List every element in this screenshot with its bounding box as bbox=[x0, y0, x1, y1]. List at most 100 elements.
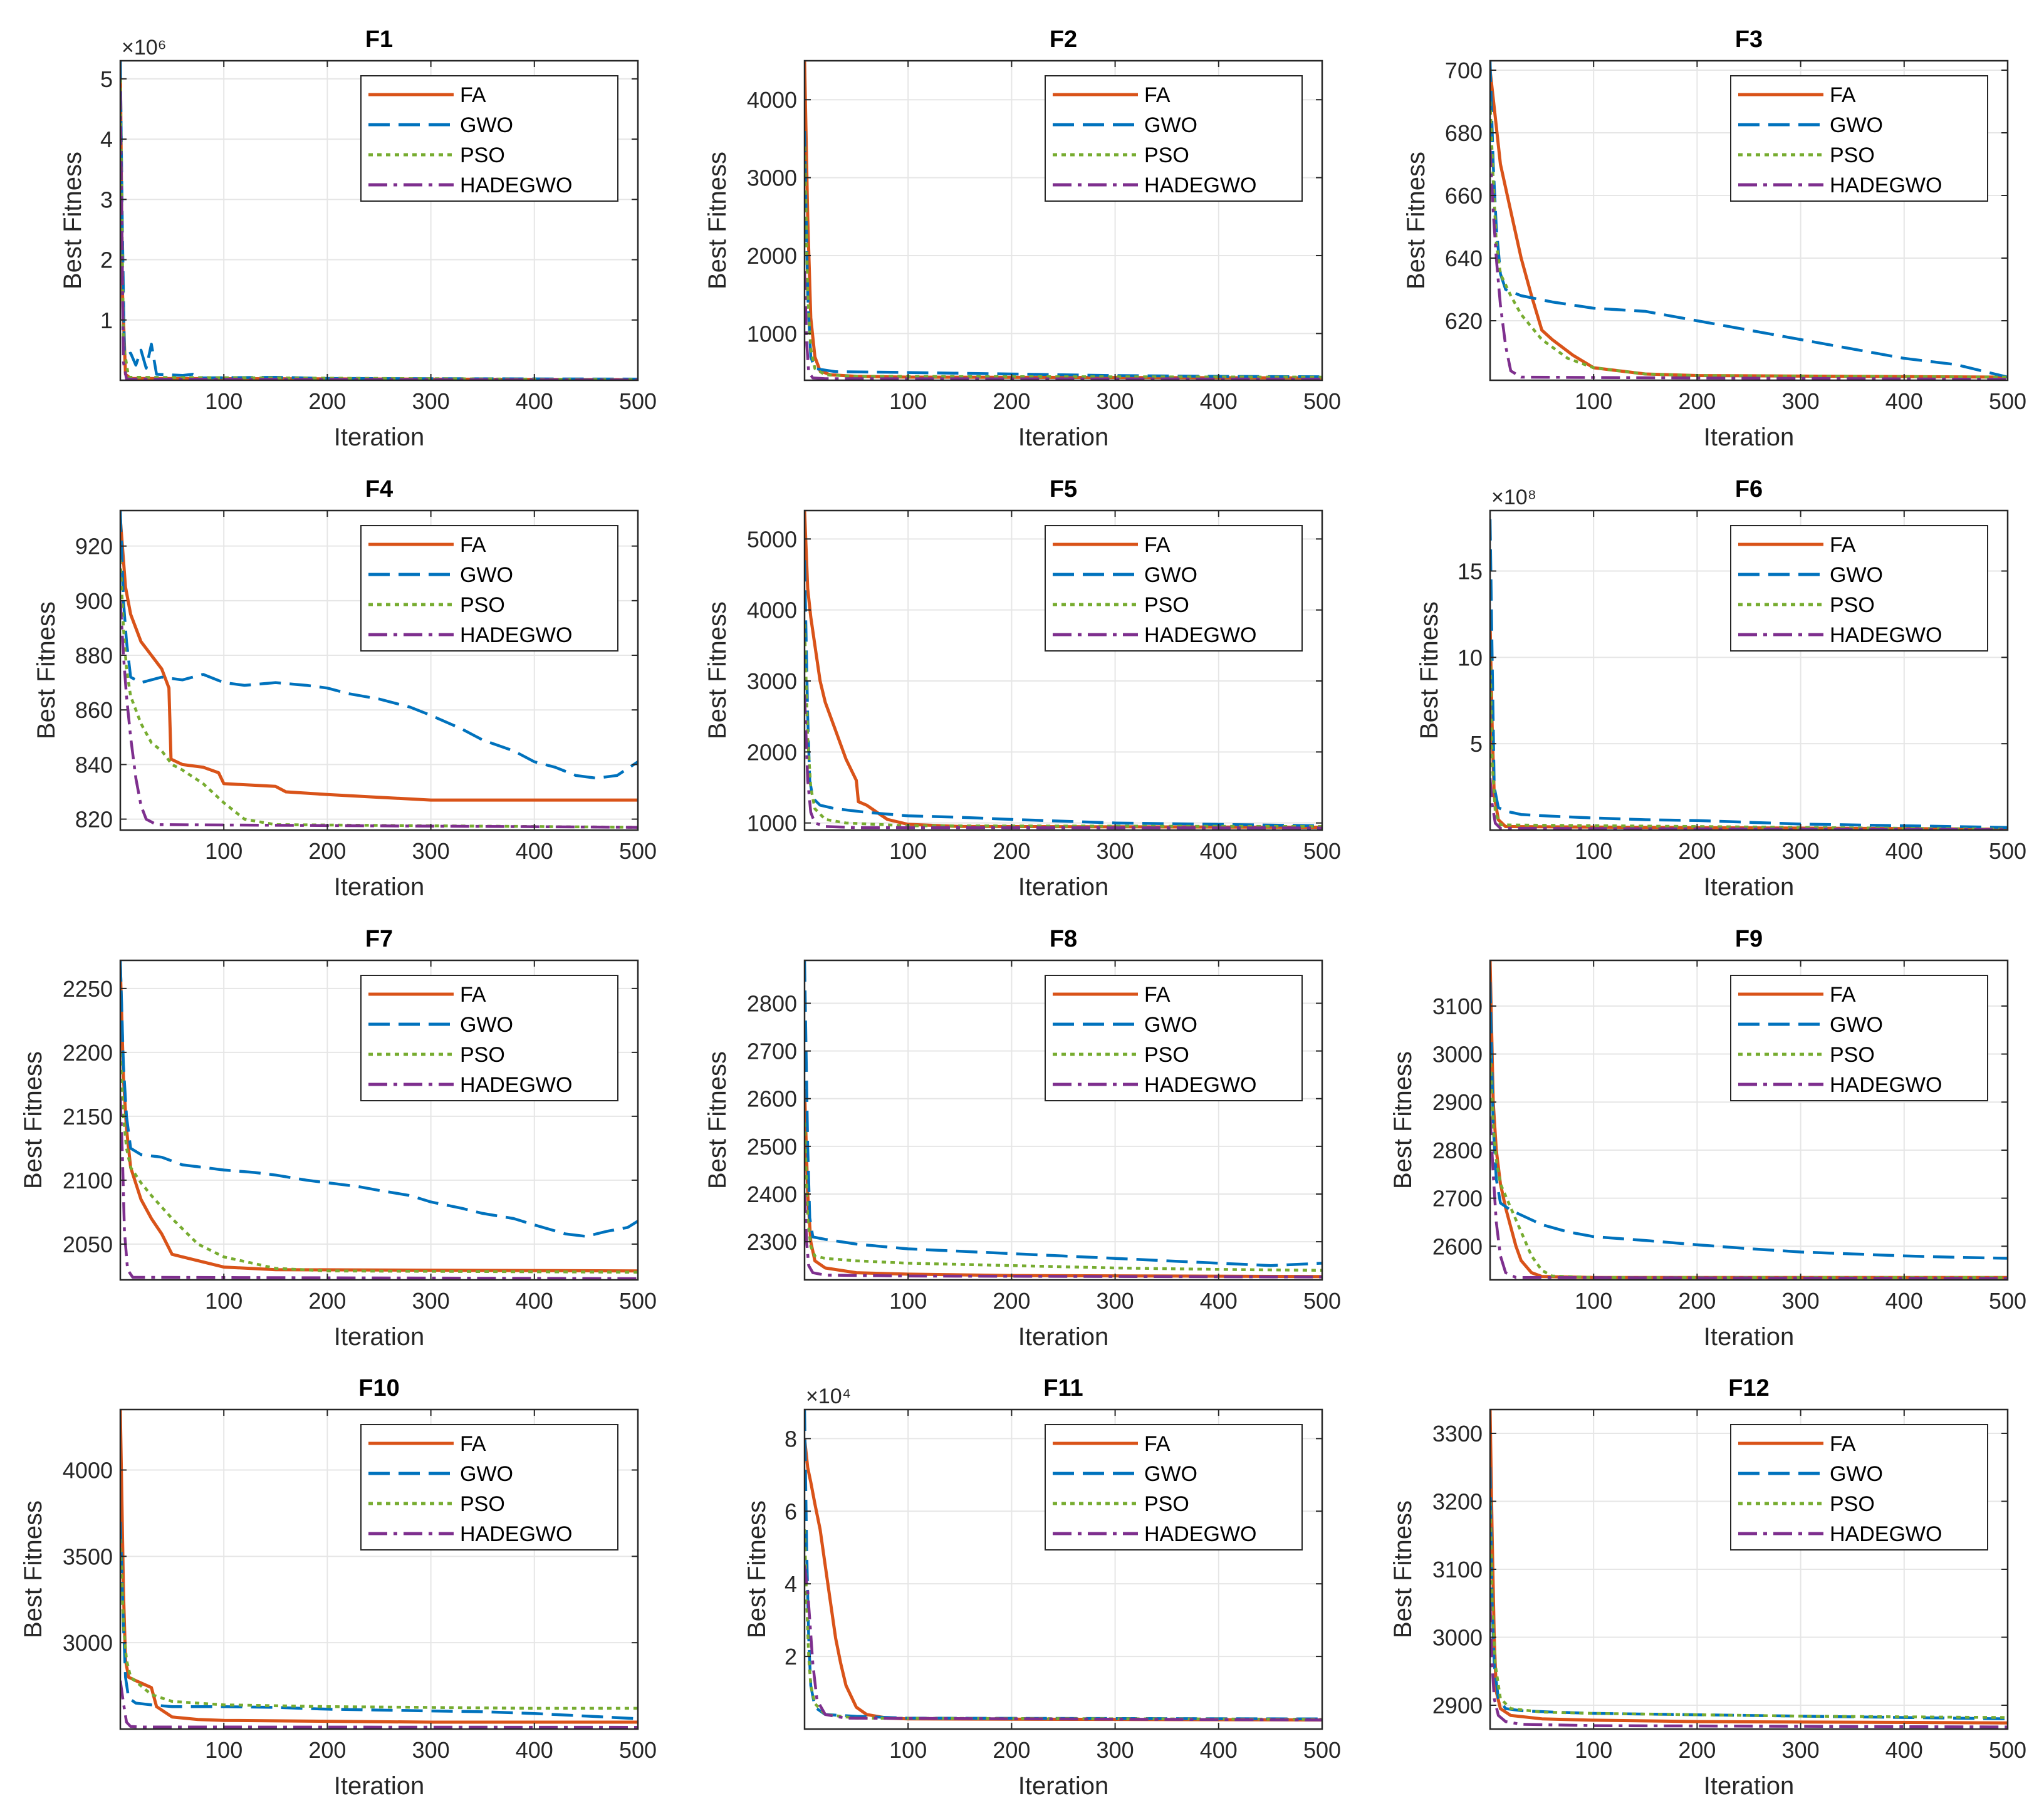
y-tick-label: 3200 bbox=[1432, 1488, 1483, 1514]
legend: FA GWO PSO HADEGWO bbox=[1045, 75, 1303, 202]
legend-label-pso: PSO bbox=[460, 593, 505, 617]
y-tick-label: 660 bbox=[1445, 183, 1483, 209]
y-axis-label: Best Fitness bbox=[704, 152, 731, 289]
legend-label-gwo: GWO bbox=[1830, 113, 1883, 137]
x-axis-label: Iteration bbox=[1704, 873, 1795, 901]
chart-title: F10 bbox=[358, 1375, 399, 1401]
x-axis-label: Iteration bbox=[334, 1323, 425, 1351]
chart-title: F4 bbox=[365, 476, 393, 502]
y-tick-label: 3 bbox=[100, 187, 113, 212]
x-tick-label: 400 bbox=[516, 1288, 553, 1314]
legend-label-fa: FA bbox=[1144, 533, 1171, 557]
y-tick-label: 4 bbox=[100, 127, 113, 152]
x-tick-label: 200 bbox=[993, 1737, 1030, 1763]
legend-label-pso: PSO bbox=[1830, 1043, 1875, 1067]
chart-f3: 100 200 300 400 500 620 640 660 680 700 F3 Iteratio… bbox=[1402, 26, 2026, 451]
legend-label-gwo: GWO bbox=[460, 113, 513, 137]
series-line-hadegwo bbox=[805, 695, 1322, 829]
legend: FA GWO PSO HADEGWO bbox=[1730, 975, 1988, 1101]
x-tick-label: 400 bbox=[1200, 838, 1238, 864]
x-tick-label: 100 bbox=[205, 1288, 242, 1314]
y-tick-label: 3000 bbox=[63, 1630, 113, 1656]
legend-label-hadegwo: HADEGWO bbox=[1830, 174, 1942, 197]
chart-f11: 100 200 300 400 500 2 4 6 8 ×10⁴ F11 Iteration Best … bbox=[743, 1375, 1341, 1800]
x-tick-label: 200 bbox=[308, 838, 346, 864]
y-tick-label: 2300 bbox=[747, 1229, 797, 1255]
chart-f10: 100 200 300 400 500 3000 3500 4000 F10 Iteration B… bbox=[19, 1375, 657, 1800]
chart-f9: 100 200 300 400 500 2600 2700 2800 2900 3000 3100 F… bbox=[1389, 926, 2026, 1351]
legend-label-pso: PSO bbox=[1830, 593, 1875, 617]
y-tick-label: 3000 bbox=[747, 165, 797, 191]
x-tick-label: 400 bbox=[1200, 1737, 1238, 1763]
legend-label-gwo: GWO bbox=[1144, 1462, 1197, 1486]
y-tick-label: 3300 bbox=[1432, 1421, 1483, 1447]
legend: FA GWO PSO HADEGWO bbox=[360, 525, 618, 652]
legend-label-hadegwo: HADEGWO bbox=[1830, 1522, 1942, 1546]
x-tick-label: 500 bbox=[1303, 1288, 1341, 1314]
chart-title: F11 bbox=[1043, 1375, 1083, 1401]
y-axis-label: Best Fitness bbox=[743, 1500, 771, 1638]
x-tick-label: 100 bbox=[1575, 388, 1612, 414]
x-tick-label: 100 bbox=[1575, 838, 1612, 864]
legend: FA GWO PSO HADEGWO bbox=[360, 1424, 618, 1550]
legend-label-gwo: GWO bbox=[1830, 563, 1883, 587]
chart-f2: 100 200 300 400 500 1000 2000 3000 4000 F2 Iterati… bbox=[704, 26, 1341, 451]
y-tick-label: 2000 bbox=[747, 739, 797, 765]
series-line-hadegwo bbox=[1490, 1116, 2008, 1280]
legend-label-fa: FA bbox=[1830, 533, 1856, 557]
x-tick-label: 400 bbox=[1200, 388, 1238, 414]
series-line-pso bbox=[805, 146, 1322, 379]
y-tick-label: 2 bbox=[785, 1644, 797, 1670]
legend-label-hadegwo: HADEGWO bbox=[1830, 1073, 1942, 1097]
y-tick-label: 2700 bbox=[747, 1039, 797, 1064]
y-tick-label: 2050 bbox=[63, 1232, 113, 1257]
chart-title: F1 bbox=[365, 26, 393, 53]
legend: FA GWO PSO HADEGWO bbox=[1045, 525, 1303, 652]
legend-box bbox=[360, 1424, 618, 1550]
chart-title: F3 bbox=[1735, 26, 1763, 53]
legend-label-pso: PSO bbox=[1144, 1492, 1189, 1516]
legend-label-hadegwo: HADEGWO bbox=[460, 1073, 572, 1097]
axis-exponent: ×10⁴ bbox=[806, 1384, 851, 1408]
y-tick-label: 2500 bbox=[747, 1134, 797, 1160]
legend-box bbox=[1045, 975, 1303, 1101]
legend-label-fa: FA bbox=[460, 83, 486, 107]
legend: FA GWO PSO HADEGWO bbox=[1045, 975, 1303, 1101]
x-tick-label: 200 bbox=[1678, 838, 1716, 864]
x-tick-label: 100 bbox=[1575, 1288, 1612, 1314]
y-tick-label: 15 bbox=[1457, 558, 1483, 584]
legend-label-fa: FA bbox=[460, 1432, 486, 1456]
legend-label-fa: FA bbox=[1830, 983, 1856, 1007]
x-tick-label: 300 bbox=[1097, 1288, 1134, 1314]
axis-exponent: ×10⁸ bbox=[1491, 486, 1536, 509]
x-tick-label: 100 bbox=[205, 838, 242, 864]
x-tick-label: 100 bbox=[889, 388, 927, 414]
x-axis-label: Iteration bbox=[334, 1772, 425, 1800]
y-tick-label: 4 bbox=[785, 1571, 797, 1597]
x-tick-label: 500 bbox=[619, 1737, 657, 1763]
x-axis-label: Iteration bbox=[1018, 1772, 1109, 1800]
legend-label-pso: PSO bbox=[1830, 1492, 1875, 1516]
x-axis-label: Iteration bbox=[1704, 1772, 1795, 1800]
y-tick-label: 820 bbox=[75, 807, 113, 833]
chart-title: F12 bbox=[1728, 1375, 1769, 1401]
legend-label-pso: PSO bbox=[1144, 593, 1189, 617]
chart-f7: 100 200 300 400 500 2050 2100 2150 2200 2250 F7 Ite… bbox=[19, 926, 657, 1351]
y-tick-label: 920 bbox=[75, 534, 113, 559]
series-line-pso bbox=[120, 1052, 638, 1274]
chart-title: F5 bbox=[1050, 476, 1077, 502]
x-tick-label: 400 bbox=[1885, 1737, 1923, 1763]
x-tick-label: 100 bbox=[205, 1737, 242, 1763]
chart-f12: 100 200 300 400 500 2900 3000 3100 3200 3300 F12 It… bbox=[1389, 1375, 2026, 1800]
series-line-gwo bbox=[805, 560, 1322, 828]
axes-frame bbox=[119, 60, 639, 382]
y-tick-label: 2900 bbox=[1432, 1089, 1483, 1115]
series-line-pso bbox=[120, 1539, 638, 1710]
x-tick-label: 200 bbox=[1678, 388, 1716, 414]
legend: FA GWO PSO HADEGWO bbox=[360, 975, 618, 1101]
x-tick-label: 500 bbox=[1989, 838, 2026, 864]
x-tick-label: 500 bbox=[1989, 1288, 2026, 1314]
legend-box bbox=[1045, 525, 1303, 652]
y-axis-label: Best Fitness bbox=[1402, 152, 1430, 289]
